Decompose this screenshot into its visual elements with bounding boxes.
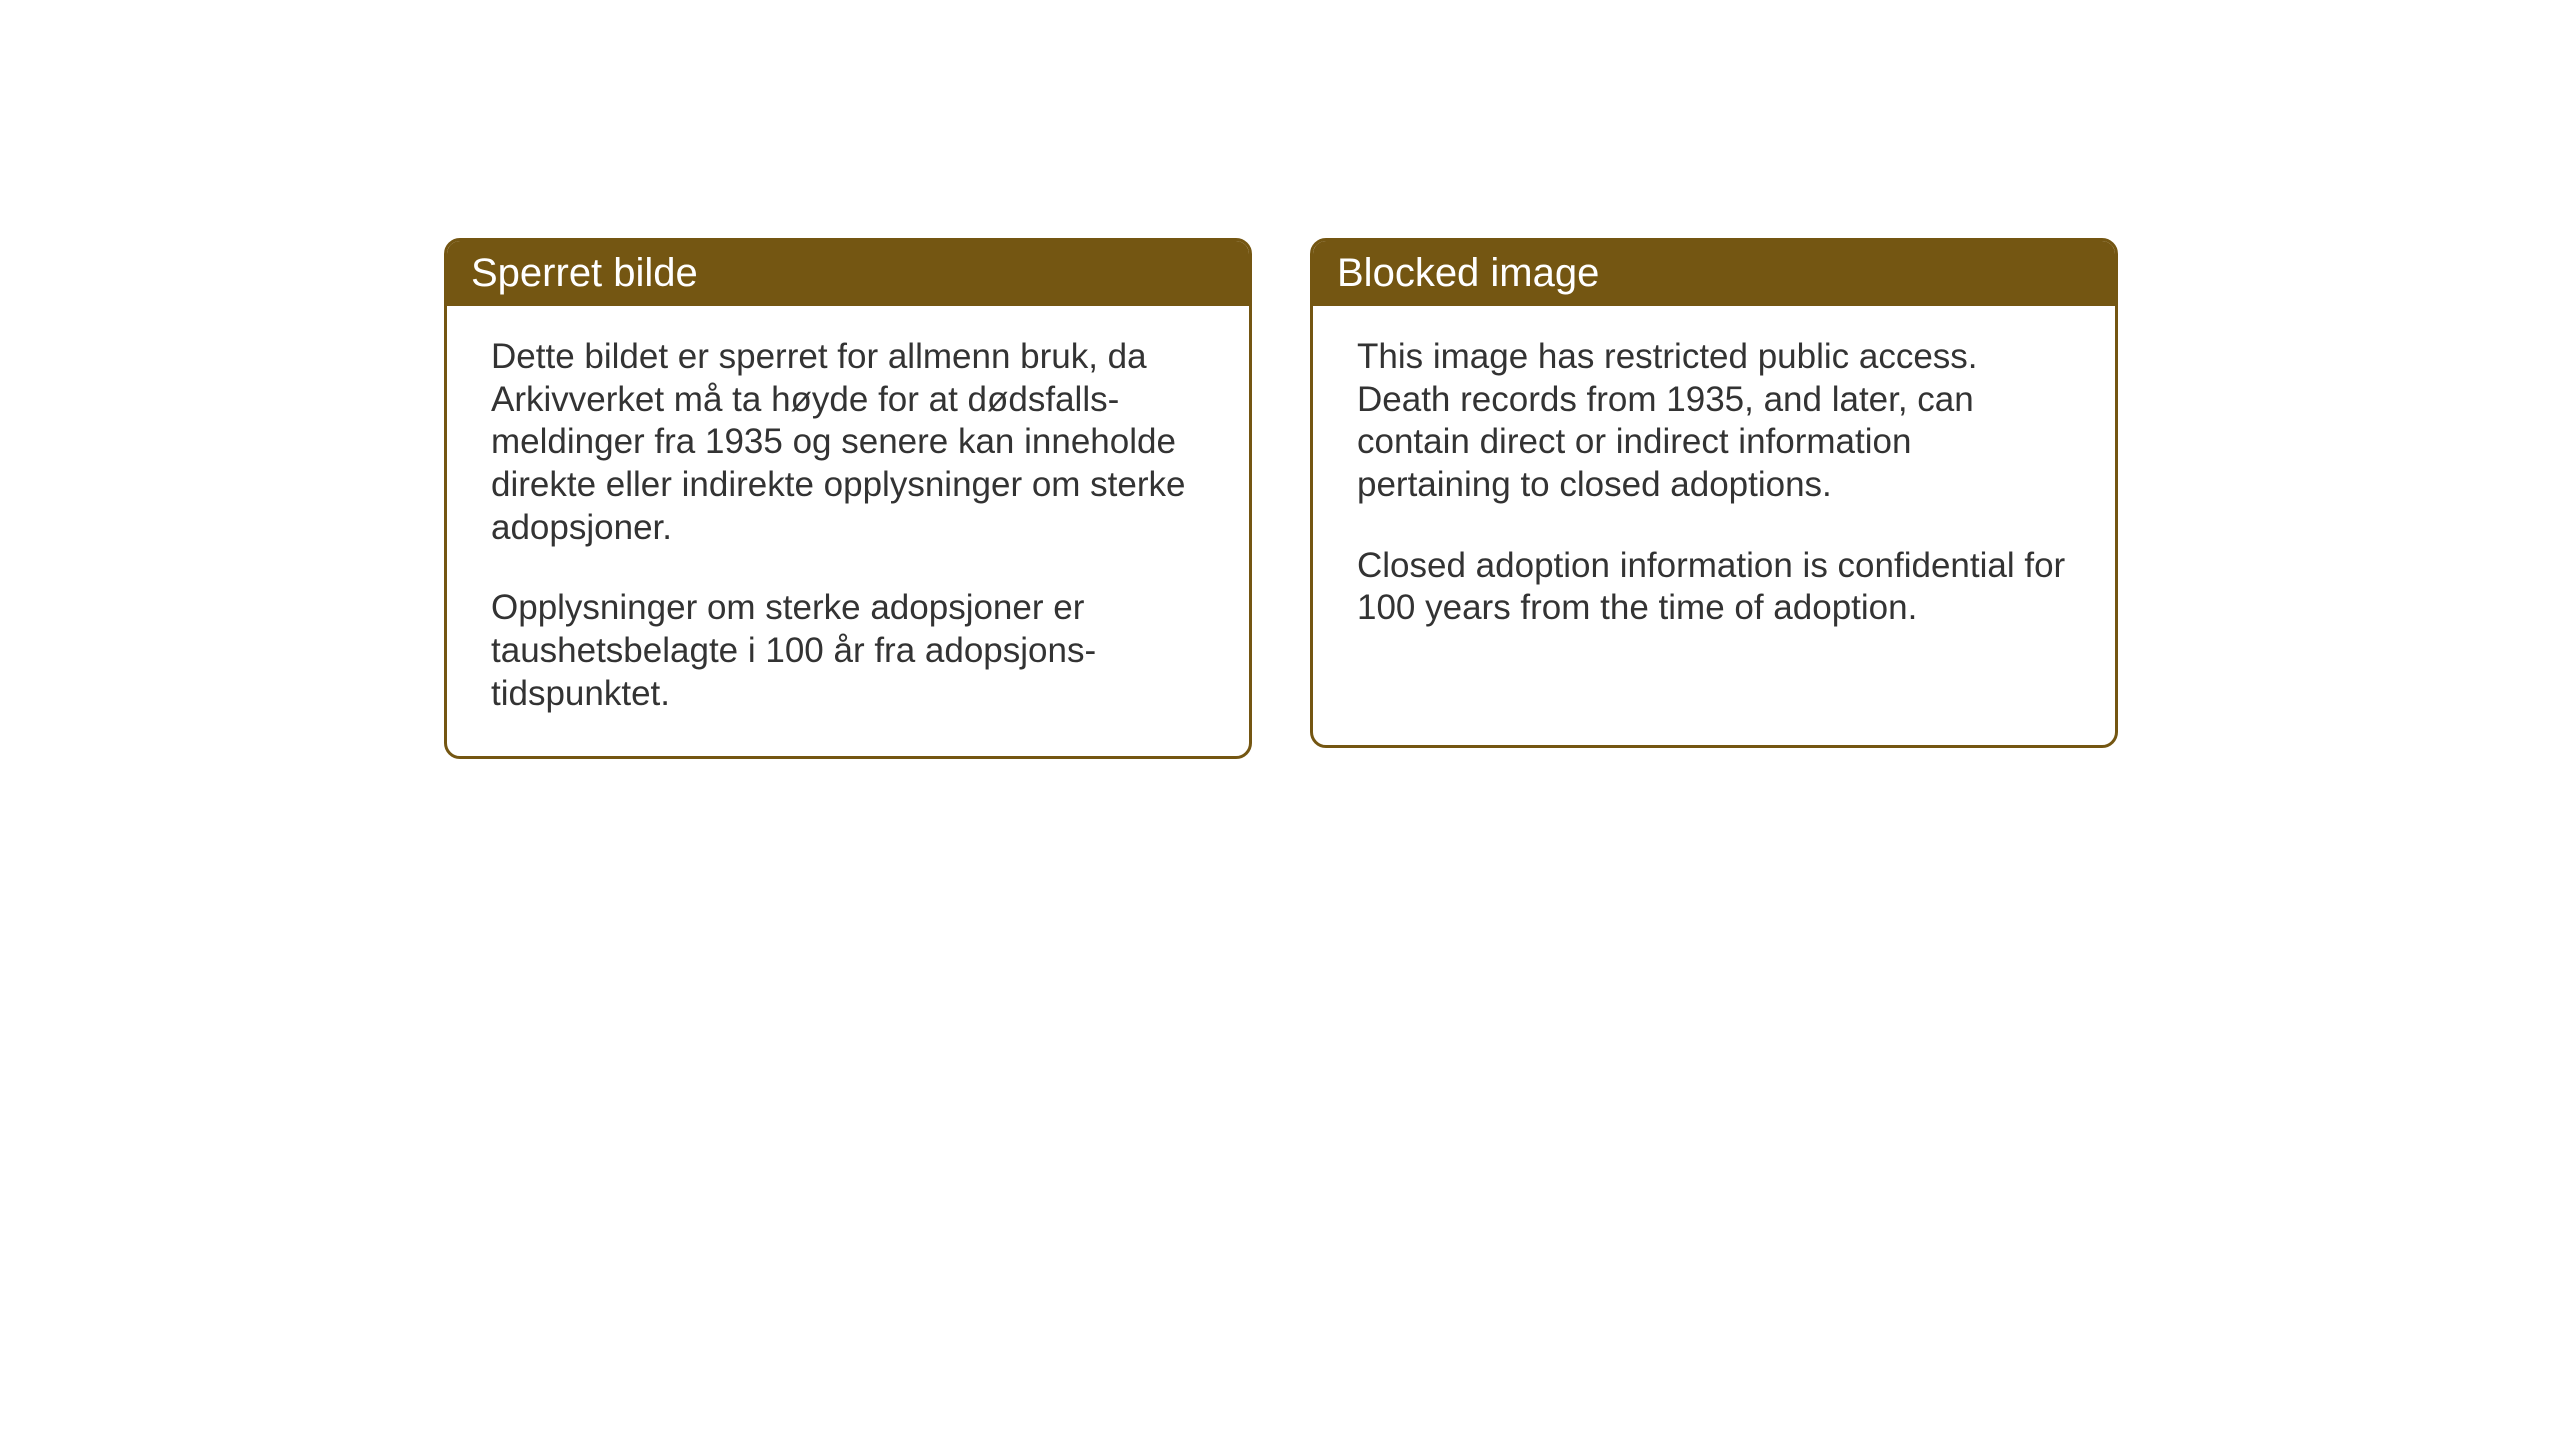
notice-body-english: This image has restricted public access.… [1313, 306, 2115, 670]
notice-paragraph-2-norwegian: Opplysninger om sterke adopsjoner er tau… [491, 587, 1205, 715]
notice-body-norwegian: Dette bildet er sperret for allmenn bruk… [447, 306, 1249, 756]
notice-paragraph-1-norwegian: Dette bildet er sperret for allmenn bruk… [491, 336, 1205, 549]
notice-box-norwegian: Sperret bilde Dette bildet er sperret fo… [444, 238, 1252, 759]
notice-header-english: Blocked image [1313, 241, 2115, 306]
notice-box-english: Blocked image This image has restricted … [1310, 238, 2118, 748]
notice-header-norwegian: Sperret bilde [447, 241, 1249, 306]
notice-paragraph-2-english: Closed adoption information is confident… [1357, 545, 2071, 630]
notice-container: Sperret bilde Dette bildet er sperret fo… [444, 238, 2560, 759]
notice-paragraph-1-english: This image has restricted public access.… [1357, 336, 2071, 507]
